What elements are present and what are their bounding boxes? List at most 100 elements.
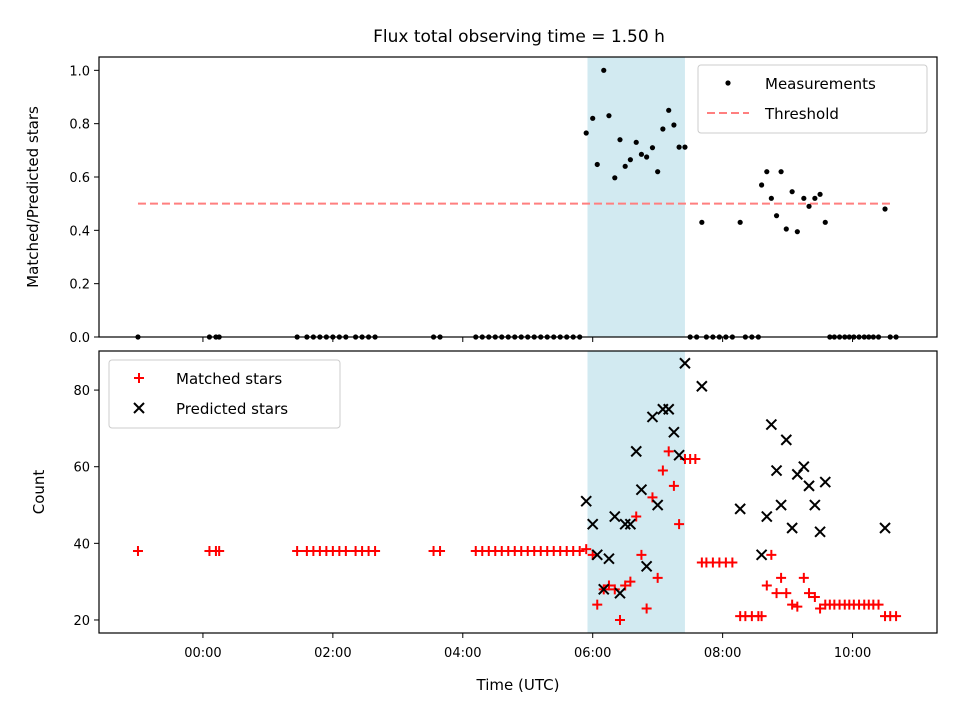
y-axis-label: Count (30, 470, 48, 515)
measurements-point (699, 219, 705, 225)
predicted-stars-point (624, 518, 637, 530)
y-tick-label: 60 (73, 461, 90, 476)
predicted-stars-point (646, 411, 659, 423)
x-axis-label: Time (UTC) (476, 676, 560, 694)
ratio-panel: 0.0 0.2 0.4 0.6 0.8 1.0 Matched/Predicted star… (24, 56, 938, 346)
y-tick-label: 40 (73, 537, 90, 552)
matched-stars-point (787, 599, 798, 610)
predicted-stars-point (679, 357, 691, 369)
predicted-stars-point (591, 549, 603, 561)
legend: Matched stars Predicted stars (108, 359, 341, 429)
matched-stars-point (891, 611, 902, 622)
predicted-stars-point (765, 418, 778, 431)
matched-stars-point (581, 544, 592, 555)
measurements-point (801, 195, 807, 201)
x-tick-label: 02:00 (314, 646, 351, 661)
matched-stars-point (668, 480, 679, 491)
matched-stars-point (292, 546, 303, 557)
matched-stars-point (690, 454, 701, 465)
predicted-stars-point (775, 499, 787, 511)
matched-stars-point (663, 446, 674, 457)
y-tick-label: 1.0 (69, 64, 90, 79)
legend-matched-stars-marker (134, 373, 144, 383)
measurements-point (671, 122, 677, 128)
measurements-point (759, 182, 765, 188)
measurements-point (682, 144, 688, 150)
legend-predicted-stars-marker (133, 402, 145, 414)
predicted-stars-point (640, 560, 653, 573)
matched-stars-point (674, 519, 685, 530)
matched-stars-point (340, 546, 351, 557)
measurements-point (789, 189, 795, 195)
predicted-stars-point (798, 461, 810, 473)
predicted-stars-point (819, 476, 831, 488)
measurements-point (627, 157, 633, 163)
measurements-point (764, 169, 770, 175)
y-tick-label: 0.0 (69, 331, 90, 346)
predicted-stars-point (663, 403, 675, 415)
matched-stars-point (652, 572, 663, 583)
matched-stars-point (625, 576, 636, 587)
legend: Measurements Threshold (697, 64, 928, 134)
measurements-point (606, 113, 612, 119)
matched-stars-point (641, 603, 652, 614)
x-tick-label: 10:00 (834, 646, 871, 661)
measurements-point (794, 229, 800, 235)
matched-stars-point (804, 588, 815, 599)
predicted-stars-point (673, 449, 685, 461)
legend-measurements-marker (725, 80, 731, 86)
predicted-stars-point (803, 480, 815, 492)
predicted-stars-point (879, 522, 891, 534)
predicted-stars-point (814, 526, 826, 538)
y-tick-label: 0.4 (69, 224, 90, 239)
measurements-point (638, 151, 645, 157)
matched-stars-point (766, 549, 777, 560)
measurements-point (882, 206, 888, 212)
predicted-stars-point (614, 587, 626, 599)
measurements-point (583, 130, 589, 136)
y-tick-label: 0.6 (69, 171, 90, 186)
predicted-stars-point (619, 518, 631, 530)
predicted-stars-point (668, 426, 680, 438)
predicted-stars-point (586, 518, 599, 530)
measurements-point (822, 219, 828, 225)
measurements-point (590, 115, 596, 121)
predicted-stars-point (809, 499, 821, 511)
matched-stars-point (815, 603, 826, 614)
matched-stars-point (781, 588, 792, 599)
measurements-point (633, 139, 639, 145)
predicted-stars-point (780, 434, 792, 446)
matched-stars-point (214, 546, 225, 557)
measurements-point (660, 126, 666, 132)
measurements-point (737, 219, 743, 225)
matched-stars-point (809, 591, 820, 602)
y-tick-label: 80 (73, 384, 90, 399)
predicted-stars-point (635, 483, 648, 496)
x-tick-label: 04:00 (444, 646, 481, 661)
matched-stars-point (776, 572, 787, 583)
matched-stars-point (761, 580, 772, 591)
matched-stars-point (727, 557, 738, 568)
legend-label: Predicted stars (176, 400, 288, 418)
predicted-stars-point (603, 552, 615, 565)
predicted-stars-point (734, 503, 746, 515)
matched-stars-point (132, 546, 143, 557)
axes-frame (98, 350, 938, 634)
highlight-span (587, 57, 685, 337)
matched-stars-point (592, 599, 603, 610)
matched-stars-point (614, 614, 625, 625)
measurements-point (601, 67, 607, 73)
axes-frame (98, 56, 938, 338)
measurements-point (778, 169, 784, 175)
measurements-point (768, 195, 774, 201)
predicted-stars-point (630, 445, 642, 458)
predicted-stars-point (598, 583, 610, 596)
predicted-stars-point (580, 495, 592, 507)
measurements-point (817, 191, 823, 197)
measurements-point (676, 144, 682, 150)
matched-stars-point (631, 511, 642, 522)
measurements-point (783, 226, 789, 232)
predicted-stars-point (761, 510, 773, 523)
measurements-point (594, 161, 600, 168)
